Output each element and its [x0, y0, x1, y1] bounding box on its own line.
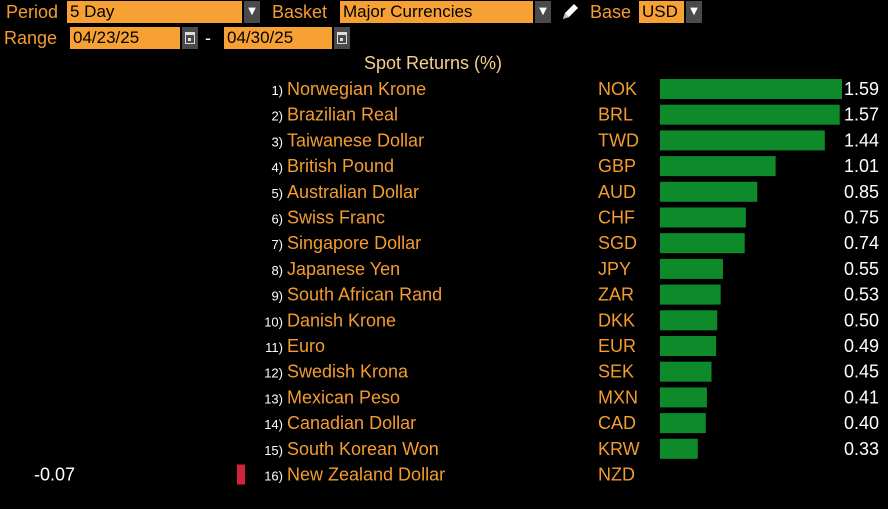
calendar-icon[interactable]	[334, 27, 350, 49]
return-bar	[660, 104, 840, 125]
return-bar	[660, 310, 718, 331]
return-bar	[660, 258, 723, 279]
currency-name[interactable]: Mexican Peso	[287, 387, 400, 407]
chart-title: Spot Returns (%)	[364, 53, 503, 73]
return-bar	[660, 361, 712, 382]
return-bar	[660, 336, 717, 356]
row-rank: 3)	[271, 134, 283, 149]
row-rank: 10)	[264, 314, 283, 329]
period-select[interactable]: 5 Day	[67, 1, 242, 23]
row-rank: 1)	[271, 83, 283, 98]
currency-code: ZAR	[598, 285, 634, 305]
return-value: 1.59	[844, 79, 879, 99]
chevron-down-icon[interactable]: ▼	[244, 1, 260, 23]
return-bar	[660, 130, 825, 151]
return-bar	[660, 181, 758, 202]
range-separator: -	[205, 28, 211, 48]
return-value: 0.33	[844, 439, 879, 459]
return-value: 0.41	[844, 387, 879, 407]
currency-code: JPY	[598, 259, 631, 279]
currency-code: NOK	[598, 79, 637, 99]
return-value: 0.75	[844, 208, 879, 228]
currency-code: CAD	[598, 413, 636, 433]
basket-label: Basket	[272, 2, 328, 22]
row-rank: 13)	[264, 391, 283, 406]
chevron-down-icon[interactable]: ▼	[535, 1, 551, 23]
currency-code: KRW	[598, 439, 640, 459]
currency-name[interactable]: Swedish Krona	[287, 362, 409, 382]
currency-code: EUR	[598, 336, 636, 356]
return-bar	[660, 79, 842, 99]
return-bar	[660, 156, 776, 177]
row-rank: 4)	[271, 160, 283, 175]
return-value: 1.57	[844, 105, 879, 125]
return-value: 0.45	[844, 362, 879, 382]
return-bar	[660, 438, 698, 459]
calendar-icon[interactable]	[182, 27, 198, 49]
return-value: 1.01	[844, 156, 879, 176]
return-value: 1.44	[844, 130, 879, 150]
currency-name[interactable]: Canadian Dollar	[287, 413, 416, 433]
currency-code: NZD	[598, 465, 635, 485]
row-rank: 11)	[265, 340, 283, 355]
row-rank: 9)	[271, 289, 283, 304]
return-value: 0.50	[844, 310, 879, 330]
pencil-icon[interactable]	[560, 2, 580, 22]
currency-name[interactable]: Singapore Dollar	[287, 233, 421, 253]
currency-name[interactable]: Norwegian Krone	[287, 79, 426, 99]
return-bar	[660, 284, 721, 305]
row-rank: 12)	[264, 366, 283, 381]
chevron-down-icon[interactable]: ▼	[686, 1, 702, 23]
row-rank: 7)	[271, 237, 283, 252]
return-bar	[660, 233, 745, 254]
row-rank: 15)	[264, 443, 283, 458]
return-value: -0.07	[34, 465, 75, 485]
currency-code: BRL	[598, 105, 633, 125]
currency-name[interactable]: Brazilian Real	[287, 105, 398, 125]
currency-code: SGD	[598, 233, 637, 253]
row-rank: 8)	[271, 263, 283, 278]
currency-name[interactable]: Swiss Franc	[287, 208, 385, 228]
currency-code: TWD	[598, 130, 639, 150]
currency-code: GBP	[598, 156, 636, 176]
base-select[interactable]: USD	[639, 1, 684, 23]
return-value: 0.85	[844, 182, 879, 202]
return-value: 0.74	[844, 233, 879, 253]
period-label: Period	[6, 2, 59, 22]
currency-name[interactable]: South African Rand	[287, 285, 442, 305]
currency-code: SEK	[598, 362, 634, 382]
return-value: 0.53	[844, 285, 879, 305]
currency-code: CHF	[598, 208, 635, 228]
currency-name[interactable]: Australian Dollar	[287, 182, 419, 202]
currency-code: MXN	[598, 387, 638, 407]
return-bar	[660, 387, 707, 408]
currency-name[interactable]: Danish Krone	[287, 310, 396, 330]
range-end-input[interactable]: 04/30/25	[224, 27, 332, 49]
currency-name[interactable]: New Zealand Dollar	[287, 465, 445, 485]
return-value: 0.49	[844, 336, 879, 356]
currency-code: AUD	[598, 182, 636, 202]
currency-name[interactable]: Taiwanese Dollar	[287, 130, 424, 150]
row-rank: 14)	[264, 417, 283, 432]
currency-name[interactable]: British Pound	[287, 156, 394, 176]
currency-code: DKK	[598, 310, 635, 330]
return-bar	[237, 464, 245, 485]
return-bar	[660, 207, 746, 228]
row-rank: 16)	[264, 469, 283, 484]
return-value: 0.40	[844, 413, 879, 433]
row-rank: 5)	[271, 186, 283, 201]
currency-name[interactable]: Euro	[287, 336, 325, 356]
currency-name[interactable]: South Korean Won	[287, 439, 439, 459]
range-label: Range	[4, 28, 58, 48]
return-value: 0.55	[844, 259, 879, 279]
currency-name[interactable]: Japanese Yen	[287, 259, 400, 279]
range-start-input[interactable]: 04/23/25	[70, 27, 180, 49]
row-rank: 6)	[271, 212, 283, 227]
base-label: Base	[590, 2, 632, 22]
row-rank: 2)	[271, 109, 283, 124]
return-bar	[660, 413, 706, 434]
basket-select[interactable]: Major Currencies	[340, 1, 533, 23]
